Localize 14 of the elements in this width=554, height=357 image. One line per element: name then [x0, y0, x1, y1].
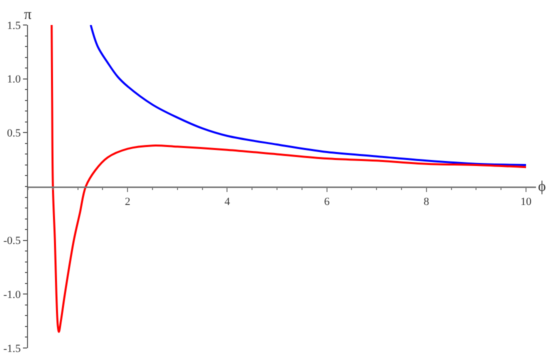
y-tick-label: -1.0	[3, 289, 22, 302]
x-tick-label: 6	[324, 196, 330, 208]
y-tick-label: 1.5	[7, 20, 22, 32]
x-tick-label: 10	[520, 196, 532, 208]
x-tick-label: 4	[224, 196, 230, 208]
y-tick-label: 1.0	[7, 74, 22, 86]
x-axis-title: ϕ	[538, 179, 546, 195]
line-series	[90, 25, 528, 166]
y-tick-label: -1.5	[3, 342, 22, 355]
y-tick-label: 0.5	[7, 128, 22, 140]
x-tick-label: 2	[124, 196, 130, 208]
y-axis-title: π	[24, 7, 32, 23]
y-tick-label: -0.5	[3, 235, 22, 248]
x-tick-label: 8	[424, 196, 430, 208]
